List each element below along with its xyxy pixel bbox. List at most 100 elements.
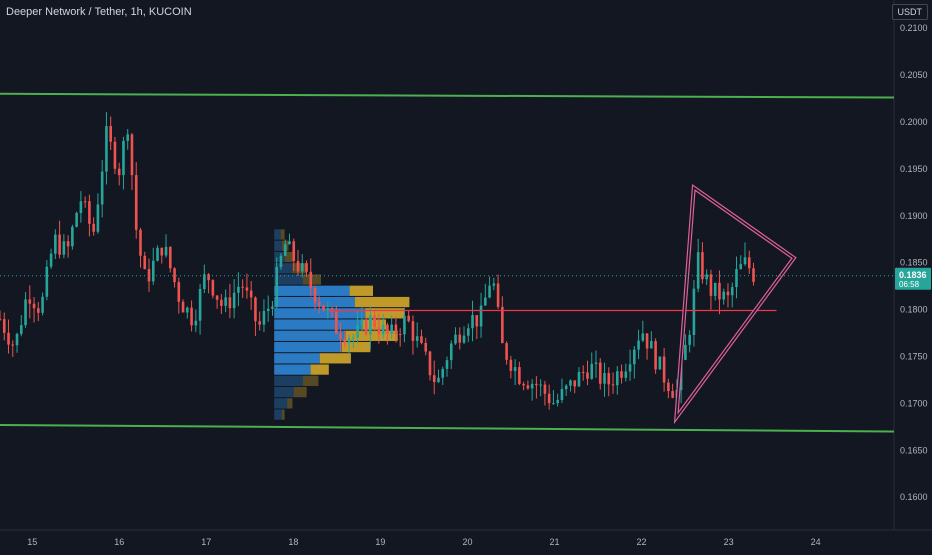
candle-down [66,241,70,247]
bar-countdown: 06:58 [899,280,920,289]
candle-up [513,367,517,371]
volume-profile-bar-up [274,319,363,330]
volume-profile-bar-up [274,364,311,375]
candle-down [645,333,649,349]
candle-down [313,287,317,303]
candle-down [143,255,147,270]
candle-up [462,335,466,343]
volume-profile-bar-up [274,409,283,420]
candle-down [505,343,508,360]
price-tick-label: 0.1750 [900,351,928,361]
candle-down [726,291,730,296]
candle-down [598,362,602,384]
candle-down [398,334,402,336]
candle-up [569,380,572,386]
candle-up [275,267,279,307]
volume-profile-bar-down [319,353,351,364]
candle-down [424,342,428,352]
candle-down [228,297,232,309]
candle-up [237,286,240,293]
price-tick-label: 0.1850 [900,258,928,268]
candle-down [0,318,2,320]
time-tick-label: 19 [375,537,385,547]
candle-up [530,383,534,389]
candle-down [654,341,657,370]
time-axis[interactable]: 15 16 17 18 19 20 21 22 23 24 [27,537,820,547]
candle-up [266,308,270,312]
volume-profile-bar-up [274,341,342,353]
candle-up [15,333,19,346]
candle-up [492,283,496,286]
candle-up [198,289,202,321]
candle-up [203,274,206,290]
candle-down [317,302,321,306]
candle-down [32,303,36,309]
volume-profile-bar-down [341,341,371,353]
candle-down [518,367,521,384]
candle-up [471,315,474,329]
candle-down [701,252,704,280]
candle-up [594,362,598,364]
candle-up [224,297,227,306]
candle-up [628,364,632,372]
price-tick-label: 0.1600 [900,492,928,502]
chart-title: Deeper Network / Tether, 1h, KUCOIN [6,6,192,18]
candle-down [168,246,172,269]
candle-down [11,344,15,346]
volume-profile-bar-down [287,398,293,409]
candle-down [58,234,61,255]
candle-up [577,371,581,387]
candle-up [692,288,696,335]
candle-down [211,280,215,296]
candle-up [41,296,44,313]
candle-up [381,324,385,335]
candlesticks [0,112,755,410]
candle-up [437,377,440,383]
candle-up [369,315,372,335]
channel-lower-line[interactable] [0,423,895,433]
candle-down [177,282,181,302]
candle-down [373,315,376,328]
candle-up [151,260,155,282]
candle-down [420,336,423,343]
triangle-pattern-inner [675,186,796,421]
candle-down [364,319,368,335]
time-tick-label: 16 [114,537,124,547]
candle-down [671,391,674,398]
candle-up [390,324,393,334]
volume-profile-bar-up [274,229,281,240]
candle-down [535,383,538,386]
candle-down [2,319,6,333]
candle-up [539,384,542,386]
volume-profile-bar-down [284,251,293,263]
candle-up [479,305,483,327]
candle-up [560,389,564,401]
candle-up [352,337,355,339]
price-tick-label: 0.2100 [900,23,928,33]
candle-up [194,320,198,326]
volume-profile-bar-up [274,330,346,341]
candle-down [117,168,121,176]
price-axis[interactable]: 0.2100 0.2050 0.2000 0.1950 0.1900 0.1850 0.18… [900,23,928,502]
price-tick-label: 0.1800 [900,305,928,315]
candle-down [37,308,40,313]
candle-up [326,308,330,311]
candle-down [428,351,432,376]
volume-profile-bar-down [345,330,398,341]
volume-profile-bar-up [274,274,303,285]
candle-up [186,307,189,313]
currency-badge[interactable]: USDT [891,4,928,20]
candle-down [620,371,623,378]
candle-down [573,380,577,387]
volume-profile-bar-up [274,308,366,319]
candle-up [126,134,130,141]
candle-up [271,306,274,309]
candle-down [245,287,249,291]
candle-down [586,372,589,379]
candle-down [173,268,176,283]
channel-upper-line[interactable] [0,92,895,99]
candle-down [335,311,338,334]
candle-down [241,286,244,288]
